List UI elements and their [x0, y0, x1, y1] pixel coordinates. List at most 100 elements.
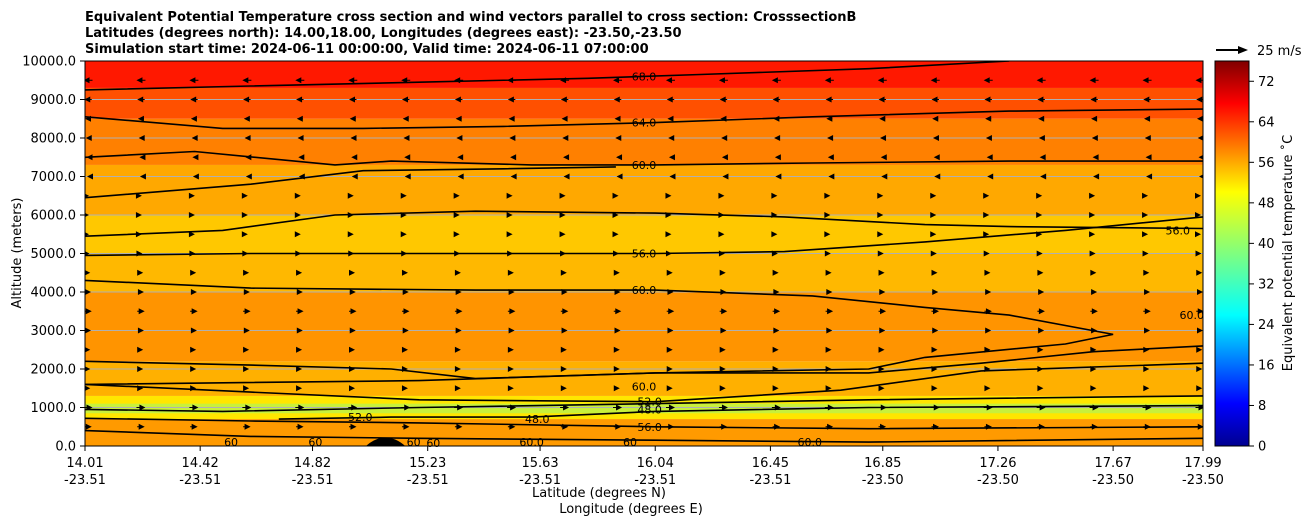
wind-arrowhead	[666, 269, 673, 276]
wind-arrowhead	[509, 423, 516, 430]
y-tick-label-8: 8000.0	[31, 132, 77, 147]
wind-arrowhead	[190, 385, 197, 392]
wind-arrowhead	[930, 212, 937, 218]
wind-arrowhead	[136, 250, 143, 257]
wind-arrowhead	[139, 154, 146, 161]
wind-arrowhead	[1089, 77, 1096, 84]
wind-arrowhead	[1090, 385, 1097, 392]
x-tick-label-lon-1: -23.51	[179, 473, 221, 488]
terrain-peak	[365, 437, 406, 446]
wind-arrowhead	[87, 173, 93, 180]
wind-arrowhead	[85, 251, 90, 256]
wind-arrowhead	[560, 269, 567, 276]
wind-arrowhead	[453, 192, 460, 199]
wind-arrowhead	[932, 289, 939, 295]
wind-arrowhead	[827, 154, 834, 161]
wind-arrowhead	[879, 289, 886, 295]
wind-arrowhead	[932, 423, 939, 430]
wind-arrowhead	[137, 327, 144, 334]
wind-arrowhead	[347, 212, 354, 218]
fill-lower-mixed-layer	[85, 361, 1203, 396]
wind-arrowhead	[1143, 366, 1150, 372]
wind-arrowhead	[506, 231, 513, 238]
wind-arrowhead	[85, 77, 90, 84]
wind-arrowhead	[1092, 154, 1099, 161]
wind-arrowhead	[774, 404, 781, 411]
wind-arrowhead	[245, 173, 252, 180]
wind-arrowhead	[1089, 250, 1096, 257]
wind-arrowhead	[349, 327, 356, 334]
wind-arrowhead	[560, 96, 567, 103]
wind-arrowhead	[1196, 96, 1203, 103]
wind-arrowhead	[616, 404, 623, 411]
wind-arrowhead	[772, 269, 779, 276]
y-tick-label-6: 6000.0	[31, 209, 77, 224]
wind-arrowhead	[403, 308, 410, 315]
wind-arrowhead	[297, 423, 304, 430]
wind-arrowhead	[984, 385, 991, 392]
wind-arrowhead	[347, 231, 354, 238]
wind-arrowhead	[559, 231, 566, 238]
wind-arrowhead	[192, 173, 199, 180]
wind-arrowhead	[401, 77, 408, 84]
wind-arrowhead	[771, 192, 778, 199]
wind-arrowhead	[349, 385, 356, 392]
wind-arrowhead	[137, 269, 144, 276]
wind-arrowhead	[1197, 115, 1203, 122]
wind-arrowhead	[507, 366, 514, 372]
wind-arrowhead	[191, 308, 198, 315]
x-axis-label-longitude: Longitude (degrees E)	[559, 502, 703, 517]
wind-arrowhead	[719, 385, 726, 392]
wind-arrowhead	[349, 289, 356, 295]
wind-arrowhead	[877, 212, 884, 218]
wind-arrowhead	[510, 404, 517, 411]
wind-arrowhead	[985, 423, 992, 430]
wind-arrowhead	[1142, 231, 1149, 238]
wind-arrowhead	[243, 269, 250, 276]
wind-arrowhead	[615, 135, 622, 141]
wind-arrowhead	[508, 289, 515, 295]
x-axis-ticks: 14.01 -23.51 14.42 -23.51 14.82 -23.51 15.23 -2…	[64, 446, 1224, 488]
wind-arrowhead	[772, 385, 779, 392]
wind-arrowhead	[934, 173, 941, 180]
wind-arrowhead	[878, 366, 885, 372]
colorbar-tick-label-3: 24	[1258, 318, 1275, 333]
wind-arrowhead	[85, 115, 91, 122]
x-tick-label-lat-10: 17.99	[1184, 456, 1221, 471]
wind-arrowhead	[347, 192, 354, 199]
wind-arrowhead	[826, 115, 833, 122]
wind-arrowhead	[1037, 346, 1044, 353]
wind-arrowhead	[560, 77, 567, 84]
wind-arrowhead	[350, 423, 357, 430]
contour-label-9: 52.0	[637, 396, 662, 409]
wind-arrowhead	[1143, 346, 1150, 353]
wind-arrowhead	[351, 154, 358, 161]
wind-arrowhead	[1036, 250, 1043, 257]
fill-surface-layer	[85, 419, 1203, 446]
wind-arrowhead	[824, 212, 831, 218]
wind-arrowhead	[349, 269, 356, 276]
contour-label-11: 56.0	[637, 421, 662, 434]
wind-arrowhead	[985, 289, 992, 295]
wind-arrowhead	[456, 135, 463, 141]
wind-arrowhead	[296, 346, 303, 353]
wind-arrowhead	[457, 173, 464, 180]
wind-arrowhead	[772, 346, 779, 353]
wind-arrowhead	[138, 423, 145, 430]
wind-arrowhead	[245, 404, 252, 411]
y-tick-label-4: 4000.0	[31, 286, 77, 301]
wind-arrowhead	[191, 135, 198, 141]
wind-arrowhead	[190, 366, 197, 372]
wind-arrowhead	[192, 154, 199, 161]
wind-arrowhead	[984, 366, 991, 372]
wind-arrowhead	[190, 289, 197, 295]
wind-arrowhead	[614, 327, 621, 334]
wind-arrowhead	[878, 346, 885, 353]
wind-arrowhead	[613, 96, 620, 103]
wind-arrowhead	[1092, 404, 1099, 411]
wind-arrowhead	[400, 192, 407, 199]
wind-arrowhead	[1091, 308, 1098, 315]
wind-arrowhead	[877, 192, 884, 199]
wind-arrowhead	[403, 423, 410, 430]
filled-contours	[85, 61, 1203, 446]
